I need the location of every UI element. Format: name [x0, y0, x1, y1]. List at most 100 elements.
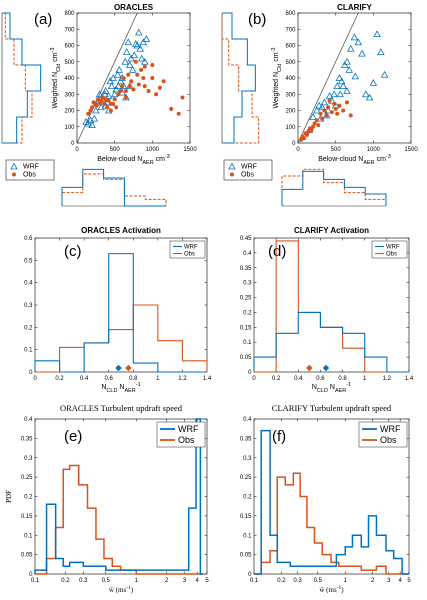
- updraft-xtick-label: 1: [344, 578, 348, 584]
- obs-point: [299, 137, 304, 142]
- scatter-ytick-label: 100: [64, 125, 75, 131]
- obs-point: [333, 106, 338, 111]
- x-axis-label-part: -3: [165, 154, 170, 160]
- x-axis-label-part: -1: [337, 585, 342, 591]
- wrf-point: [373, 30, 381, 38]
- wrf-point: [113, 70, 122, 78]
- x-axis-label: Below-cloud NAER cm-3: [318, 154, 391, 166]
- act-ytick-label: 0.4: [243, 251, 252, 257]
- legend-obs-icon: [230, 172, 234, 177]
- act-ytick-label: 0.3: [243, 281, 252, 287]
- act-ytick-label: 0.1: [24, 348, 33, 354]
- mean-marker-obs: [125, 364, 132, 372]
- y-axis-label-part: Cld: [277, 64, 283, 72]
- updraft-ytick-label: 0.1: [24, 533, 33, 539]
- x-axis-label-part: AER: [363, 160, 374, 166]
- updraft-ytick-label: 0: [248, 572, 252, 578]
- wrf-point: [330, 90, 338, 98]
- obs-point: [121, 76, 126, 80]
- wrf-point: [333, 82, 341, 90]
- obs-point: [326, 105, 331, 110]
- wrf-point: [130, 51, 139, 59]
- hist-wrf: [253, 311, 409, 373]
- wrf-point: [141, 57, 149, 65]
- obs-point: [309, 128, 314, 132]
- legend-obs-label: Obs: [178, 435, 195, 445]
- y-axis-label-part: cm: [52, 52, 59, 63]
- marginal-y-wrf: [2, 12, 42, 144]
- chart-title: CLARIFY Activation: [294, 226, 369, 235]
- obs-point: [123, 89, 128, 93]
- wrf-point: [107, 82, 116, 90]
- x-axis-label-part: AER: [142, 160, 153, 166]
- y-axis-label-part: cm: [273, 52, 280, 63]
- wrf-point: [325, 91, 334, 99]
- obs-point: [86, 111, 91, 116]
- wrf-point: [351, 72, 360, 80]
- legend-wrf-label: WRF: [178, 424, 199, 434]
- scatter-xtick-label: 0: [296, 147, 300, 153]
- updraft-xtick-label: 1: [135, 578, 139, 584]
- scatter-xtick-label: 1000: [367, 147, 381, 153]
- wrf-point: [134, 28, 143, 36]
- scatter-xtick-label: 1000: [146, 147, 160, 153]
- obs-point: [136, 82, 141, 87]
- act-ytick-label: 0.4: [24, 281, 33, 287]
- updraft-xtick-label: 0.1: [31, 578, 40, 584]
- obs-point: [129, 79, 134, 84]
- act-xtick-label: 0.8: [338, 376, 347, 382]
- wrf-point: [112, 85, 120, 93]
- obs-point: [305, 132, 310, 137]
- obs-point: [114, 105, 119, 110]
- act-ytick-label: 0.45: [240, 236, 252, 242]
- panel-2: ORACLES Activation 0 0.2 0.4 0.6 0.8 1 1.2 1.4 0 0…: [24, 226, 212, 394]
- act-ytick-label: 0.1: [243, 340, 252, 346]
- wrf-point: [136, 44, 145, 52]
- wrf-point: [116, 77, 125, 85]
- wrf-point: [315, 101, 323, 109]
- x-axis-label: NCLD NAER-1: [312, 382, 351, 394]
- wrf-point: [127, 54, 136, 62]
- legend-wrf-icon: [10, 162, 18, 170]
- wrf-point: [90, 114, 99, 122]
- x-axis-label-part: w̄ (ms: [109, 586, 127, 594]
- updraft-ytick-label: 0.05: [240, 553, 252, 559]
- act-xtick-label: 0.8: [129, 376, 138, 382]
- y-axis-label-part: -3: [50, 48, 56, 53]
- wrf-point: [380, 70, 389, 78]
- wrf-point: [336, 90, 344, 98]
- scatter-ytick-label: 600: [64, 44, 75, 50]
- updraft-ytick-label: 0.35: [240, 436, 252, 442]
- updraft-xtick-label: 0.2: [61, 578, 70, 584]
- updraft-xtick-label: 3: [387, 578, 391, 584]
- scatter-xtick-label: 1500: [183, 147, 197, 153]
- obs-point: [150, 63, 155, 67]
- obs-point: [335, 111, 340, 116]
- updraft-ytick-label: 0.25: [240, 475, 252, 481]
- act-ytick-label: 0: [248, 370, 252, 376]
- panel-1: (b) CLARIFY 0 500 1000 1500 0 100 200 300 400 500 60…: [221, 3, 418, 207]
- panel-letter: (c): [64, 243, 82, 260]
- obs-point: [105, 105, 110, 110]
- updraft-ytick-label: 0.15: [240, 514, 252, 520]
- y-axis-label: Weighted NCld cm-3: [50, 48, 62, 109]
- updraft-ytick-label: 0.2: [24, 495, 33, 501]
- mean-marker-obs: [306, 364, 313, 372]
- scatter-ytick-label: 200: [64, 109, 75, 115]
- obs-point: [108, 108, 113, 113]
- legend-obs-label: Obs: [241, 172, 254, 179]
- obs-point: [123, 95, 128, 100]
- panel-letter: (a): [34, 11, 52, 28]
- hist-wrf: [254, 429, 409, 575]
- plot-area: [76, 12, 191, 144]
- updraft-ytick-label: 0.05: [21, 553, 33, 559]
- wrf-point: [365, 93, 374, 101]
- x-axis-label: Below-cloud NAER cm-3: [97, 154, 170, 166]
- x-axis-label-part: Below-cloud N: [97, 156, 142, 163]
- updraft-ytick-label: 0.25: [21, 475, 33, 481]
- hist-obs: [254, 240, 409, 373]
- chart-title: ORACLES Turbulent updraft speed: [60, 403, 183, 413]
- x-axis-label-part: N: [328, 384, 335, 391]
- obs-point: [322, 108, 327, 113]
